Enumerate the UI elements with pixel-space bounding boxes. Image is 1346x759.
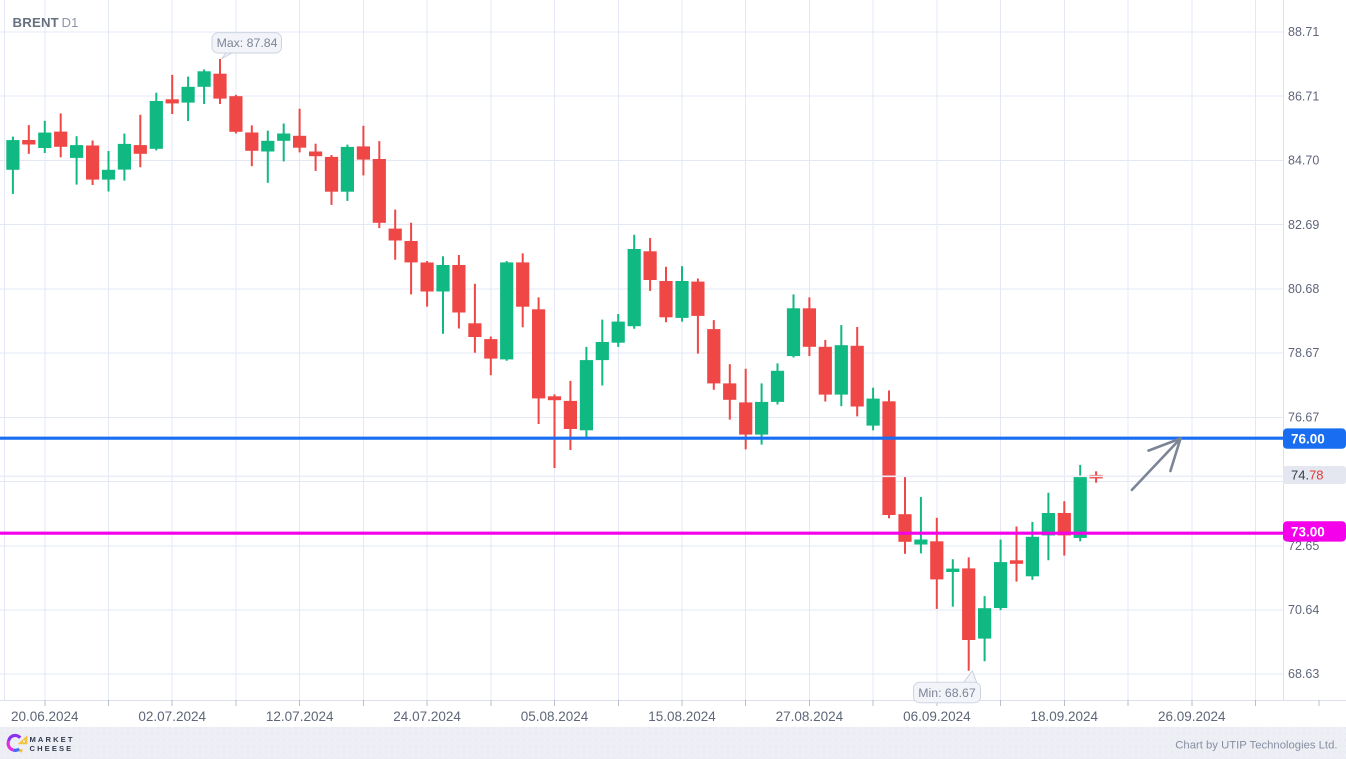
svg-text:Max: 87.84: Max: 87.84 bbox=[217, 36, 278, 50]
svg-text:06.09.2024: 06.09.2024 bbox=[903, 709, 971, 724]
svg-text:MARKET: MARKET bbox=[30, 735, 75, 744]
svg-text:74.78: 74.78 bbox=[1291, 468, 1324, 483]
svg-text:24.07.2024: 24.07.2024 bbox=[393, 709, 461, 724]
svg-text:76.67: 76.67 bbox=[1288, 410, 1319, 424]
svg-text:76.00: 76.00 bbox=[1291, 432, 1325, 447]
svg-text:02.07.2024: 02.07.2024 bbox=[138, 709, 206, 724]
svg-text:26.09.2024: 26.09.2024 bbox=[1158, 709, 1226, 724]
svg-text:68.63: 68.63 bbox=[1288, 667, 1319, 681]
svg-text:73.00: 73.00 bbox=[1291, 524, 1325, 539]
svg-text:18.09.2024: 18.09.2024 bbox=[1031, 709, 1099, 724]
svg-text:12.07.2024: 12.07.2024 bbox=[266, 709, 334, 724]
svg-text:BRENT: BRENT bbox=[13, 15, 59, 30]
svg-text:88.71: 88.71 bbox=[1288, 25, 1319, 39]
svg-text:70.64: 70.64 bbox=[1288, 603, 1319, 617]
svg-text:D1: D1 bbox=[62, 15, 79, 30]
svg-text:15.08.2024: 15.08.2024 bbox=[648, 709, 716, 724]
svg-text:86.71: 86.71 bbox=[1288, 89, 1319, 103]
svg-text:CHEESE: CHEESE bbox=[30, 744, 74, 753]
svg-text:80.68: 80.68 bbox=[1288, 282, 1319, 296]
svg-text:27.08.2024: 27.08.2024 bbox=[776, 709, 844, 724]
svg-text:20.06.2024: 20.06.2024 bbox=[11, 709, 79, 724]
svg-text:Chart by UTIP Technologies Ltd: Chart by UTIP Technologies Ltd. bbox=[1175, 739, 1337, 751]
svg-text:78.67: 78.67 bbox=[1288, 346, 1319, 360]
svg-text:Min: 68.67: Min: 68.67 bbox=[918, 686, 976, 700]
svg-text:72.65: 72.65 bbox=[1288, 539, 1319, 553]
svg-text:84.70: 84.70 bbox=[1288, 154, 1319, 168]
svg-text:05.08.2024: 05.08.2024 bbox=[521, 709, 589, 724]
svg-text:82.69: 82.69 bbox=[1288, 218, 1319, 232]
